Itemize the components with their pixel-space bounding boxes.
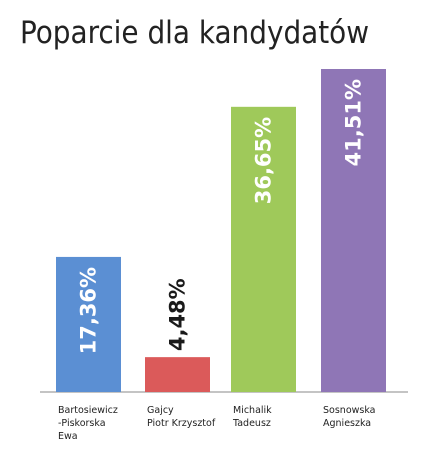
bar-3 xyxy=(231,106,296,393)
category-label-3-line-2: Tadeusz xyxy=(232,418,271,429)
category-label-4-line-2: Agnieszka xyxy=(323,418,371,429)
bar-1 xyxy=(56,256,121,392)
chart-title: Poparcie dla kandydatów xyxy=(20,15,369,51)
category-label-1-line-3: Ewa xyxy=(58,431,78,442)
category-labels-group: Bartosiewicz -Piskorska Ewa Gajcy Piotr Krzy… xyxy=(58,405,376,442)
bar-value-label-4: 41,51% xyxy=(342,79,366,166)
bar-value-label-2: 4,48% xyxy=(166,278,190,351)
data-labels-group: 17,36% 4,48% 36,65% 41,51% xyxy=(77,79,366,354)
category-label-1-line-2: -Piskorska xyxy=(58,418,106,429)
bar-4 xyxy=(321,69,386,392)
bar-2 xyxy=(145,357,210,392)
category-label-2-line-2: Piotr Krzysztof xyxy=(147,418,216,429)
category-label-4-line-1: Sosnowska xyxy=(323,405,376,416)
bars-group xyxy=(56,69,386,393)
category-label-1-line-1: Bartosiewicz xyxy=(58,405,118,416)
bar-value-label-1: 17,36% xyxy=(77,267,101,354)
category-label-3-line-1: Michalik xyxy=(233,405,272,416)
bar-value-label-3: 36,65% xyxy=(252,117,276,204)
category-label-2-line-1: Gajcy xyxy=(147,405,174,416)
